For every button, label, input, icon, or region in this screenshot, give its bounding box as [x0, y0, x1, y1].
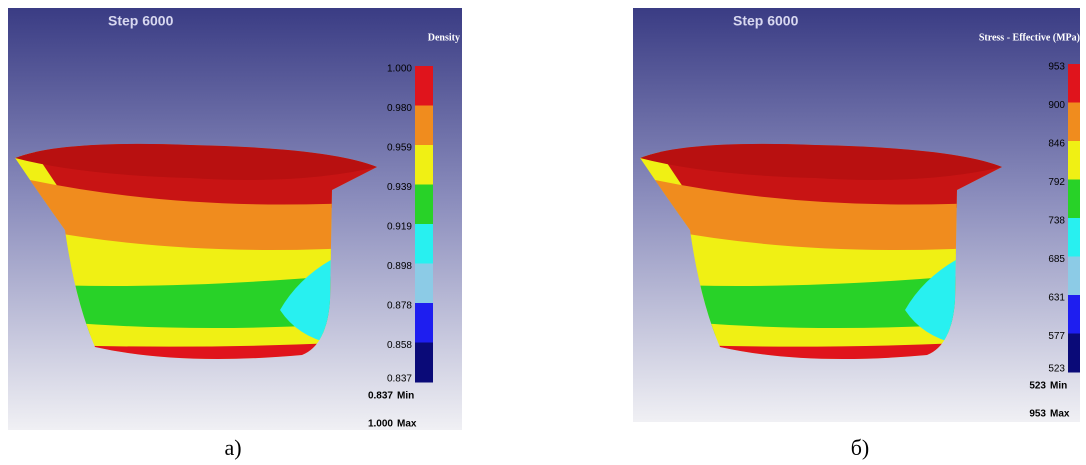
- legend-swatch: [1068, 334, 1080, 373]
- legend-title: Stress - Effective (MPa): [979, 32, 1080, 43]
- legend-tick-label: 0.837: [387, 374, 412, 385]
- legend-tick-label: 953: [1048, 62, 1065, 73]
- legend-title: Density: [428, 32, 460, 43]
- legend-tick-label: 846: [1048, 139, 1065, 150]
- legend-swatch: [1068, 141, 1080, 180]
- legend-tick-label: 1.000: [387, 64, 412, 75]
- legend-tick-label: 0.959: [387, 143, 412, 154]
- step-label: Step 6000: [733, 13, 799, 29]
- panel: Step 6000 Stress - Effective (MPa) 953 900 8…: [625, 8, 1080, 460]
- legend-tick-label: 900: [1048, 100, 1065, 111]
- max-label: Max: [1050, 409, 1070, 420]
- legend-swatch: [415, 106, 433, 146]
- legend-tick-label: 523: [1048, 364, 1065, 375]
- max-value: 1.000: [368, 419, 393, 430]
- max-label: Max: [397, 419, 417, 430]
- max-value: 953: [1029, 409, 1046, 420]
- legend-tick-label: 792: [1048, 177, 1065, 188]
- legend-swatch: [415, 145, 433, 185]
- legend-swatch: [415, 224, 433, 264]
- legend-swatch: [1068, 103, 1080, 142]
- legend-swatch: [1068, 218, 1080, 257]
- legend-swatch: [1068, 295, 1080, 334]
- min-label: Min: [1050, 381, 1067, 392]
- legend-swatch: [415, 303, 433, 343]
- legend-tick-label: 738: [1048, 216, 1065, 227]
- step-label: Step 6000: [108, 13, 174, 29]
- legend-tick-label: 0.858: [387, 340, 412, 351]
- legend-tick-label: 0.980: [387, 103, 412, 114]
- legend-tick-label: 0.898: [387, 261, 412, 272]
- caption: а): [224, 435, 241, 460]
- caption: б): [851, 435, 870, 460]
- figure: Step 6000 Density 1.000 0.980 0.959 0.939 0.91…: [0, 0, 1086, 465]
- legend-tick-label: 0.878: [387, 301, 412, 312]
- legend-tick-label: 0.939: [387, 182, 412, 193]
- min-value: 523: [1029, 381, 1046, 392]
- legend-swatch: [415, 343, 433, 383]
- legend-swatch: [1068, 180, 1080, 219]
- legend-tick-label: 685: [1048, 254, 1065, 265]
- legend-swatch: [415, 185, 433, 225]
- panel: Step 6000 Density 1.000 0.980 0.959 0.939 0.91…: [0, 8, 462, 460]
- legend-swatch: [415, 66, 433, 106]
- min-value: 0.837: [368, 391, 393, 402]
- legend-swatch: [1068, 257, 1080, 296]
- legend-swatch: [1068, 64, 1080, 103]
- legend-tick-label: 631: [1048, 293, 1065, 304]
- legend-swatch: [415, 264, 433, 304]
- legend-tick-label: 0.919: [387, 222, 412, 233]
- legend-tick-label: 577: [1048, 331, 1065, 342]
- min-label: Min: [397, 391, 414, 402]
